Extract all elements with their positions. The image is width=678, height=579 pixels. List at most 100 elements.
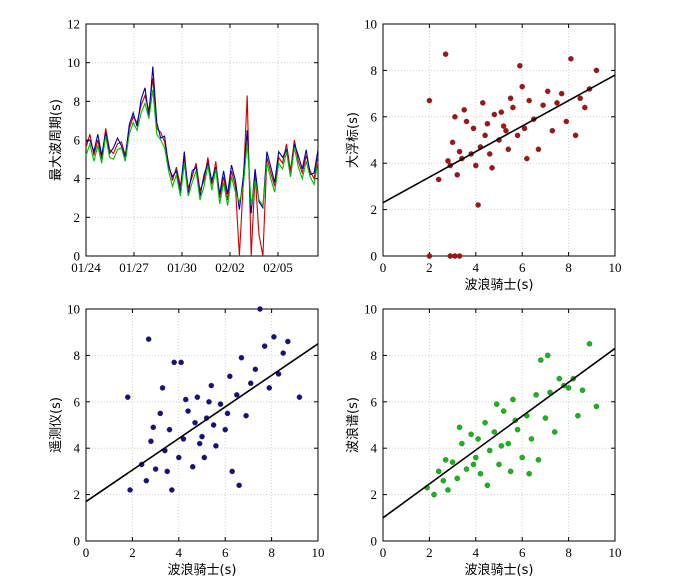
x-tick-label: 6 <box>519 260 526 275</box>
scatter-point <box>183 396 189 403</box>
scatter-point <box>243 412 249 419</box>
series-line-波浪谱 <box>85 89 319 208</box>
scatter-point <box>505 146 512 153</box>
scatter-point <box>556 375 563 382</box>
y-tick-label: 12 <box>67 17 80 32</box>
scatter-point <box>519 454 525 461</box>
regression-line <box>382 347 616 519</box>
x-tick-label: 02/02 <box>215 260 245 275</box>
x-tick-label: 4 <box>176 545 183 560</box>
scatter-point <box>224 410 231 417</box>
scatter-point <box>157 410 163 417</box>
regression-line <box>85 343 319 503</box>
scatter-point <box>148 438 154 444</box>
y-tick-label: 4 <box>74 171 81 186</box>
scatter-point <box>517 63 523 69</box>
y-tick-label: 0 <box>74 534 81 549</box>
scatter-point <box>445 158 451 164</box>
scatter-point <box>582 104 588 111</box>
scatter-point <box>145 336 152 342</box>
scatter-point <box>452 114 458 120</box>
y-tick-label: 8 <box>371 348 378 363</box>
x-tick-label: 01/30 <box>167 260 197 275</box>
y-tick-label: 2 <box>74 487 81 502</box>
scatter-point <box>463 118 470 125</box>
y-tick-label: 6 <box>371 394 378 409</box>
scatter-point <box>519 83 525 90</box>
scatter-point <box>210 422 217 428</box>
scatter-point <box>185 408 191 414</box>
scatter-point <box>176 454 182 461</box>
scatter-point <box>486 151 493 157</box>
y-tick-label: 2 <box>74 210 81 225</box>
x-tick-label: 4 <box>473 260 480 275</box>
scatter-point <box>449 139 456 146</box>
x-tick-label: 0 <box>380 545 387 560</box>
scatter-point <box>544 88 551 95</box>
scatter-point <box>266 385 273 391</box>
scatter-point <box>208 382 215 389</box>
scatter-point <box>510 104 516 111</box>
scatter-point <box>229 468 235 475</box>
scatter-point <box>447 253 454 259</box>
y-tick-label: 10 <box>364 17 377 32</box>
scatter-point <box>261 343 268 349</box>
max-wave-period-timeseries-panel: 01/24 01/27 01/30 02/02 02/05 0 2 4 6 8 10 12 最大波周期(… <box>49 17 319 275</box>
scatter-point <box>125 394 131 400</box>
scatter-point <box>482 132 488 139</box>
scatter-point <box>456 253 463 259</box>
scatter-point <box>563 118 570 125</box>
x-tick-label: 8 <box>268 545 275 560</box>
x-axis-title: 波浪骑士(s) <box>168 563 237 578</box>
scatter-point <box>572 132 579 139</box>
scatter-point <box>166 426 173 433</box>
scatter-point <box>484 482 491 489</box>
scatter-point <box>473 454 479 461</box>
x-tick-label: 6 <box>222 545 229 560</box>
scatter-point <box>456 148 463 155</box>
scatter-point <box>565 385 572 391</box>
x-tick-label: 2 <box>129 545 136 560</box>
scatter-point <box>496 461 502 468</box>
scatter-point <box>461 107 467 113</box>
scatter-point <box>514 426 521 433</box>
scatter-point <box>524 155 530 162</box>
x-tick-label: 8 <box>565 260 572 275</box>
scatter-point <box>514 132 521 139</box>
axes-frame <box>382 308 616 542</box>
x-tick-label: 01/27 <box>119 260 149 275</box>
scatter-point <box>452 253 458 259</box>
scatter-point <box>280 350 286 356</box>
scatter-point <box>521 125 528 132</box>
x-tick-label: 0 <box>380 260 387 275</box>
scatter-point <box>482 419 488 426</box>
scatter-point <box>579 387 586 393</box>
x-tick-label: 8 <box>565 545 572 560</box>
y-tick-label: 0 <box>371 534 378 549</box>
telemetry-vs-wave-rider-scatter-panel: 0 2 4 6 8 10 0 2 4 6 8 10 波浪骑士(s) 遥测仪(s) <box>49 302 325 579</box>
scatter-point <box>152 466 159 472</box>
wave-spectrum-vs-wave-rider-scatter-panel: 0 2 4 6 8 10 0 2 4 6 8 10 波浪骑士(s) 波浪谱(s) <box>346 302 622 579</box>
scatter-point <box>470 125 477 132</box>
scatter-point <box>535 457 542 463</box>
scatter-point <box>526 470 532 477</box>
scatter-point <box>440 477 447 484</box>
series-line-遥测仪 <box>85 66 319 214</box>
scatter-point <box>493 401 500 407</box>
scatter-point <box>489 165 495 171</box>
scatter-point <box>196 440 203 447</box>
scatter-point <box>510 396 516 403</box>
scatter-point <box>475 202 481 208</box>
scatter-point <box>528 436 535 442</box>
scatter-point <box>475 436 481 442</box>
scatter-point <box>491 429 498 435</box>
x-tick-label: 6 <box>519 545 526 560</box>
y-tick-label: 4 <box>74 441 81 456</box>
axes-frame <box>85 23 319 257</box>
x-axis-title: 波浪骑士(s) <box>465 278 534 293</box>
scatter-point <box>593 67 600 74</box>
scatter-point <box>542 415 549 421</box>
scatter-point <box>544 352 551 359</box>
scatter-point <box>442 51 449 57</box>
